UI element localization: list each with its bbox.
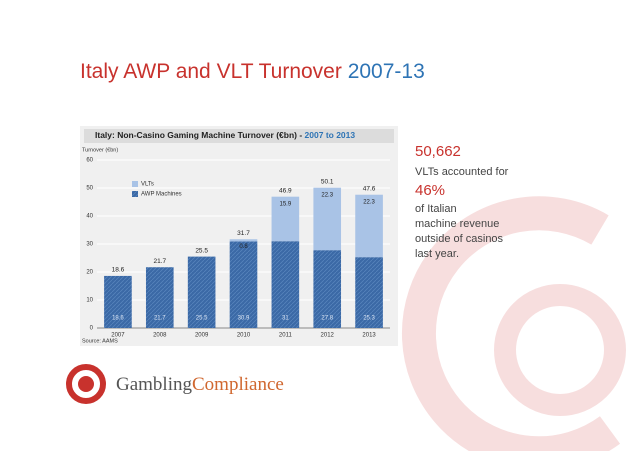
legend-label: AWP Machines [141, 192, 182, 198]
x-tick-label: 2009 [195, 333, 209, 339]
value-label: 30.9 [238, 316, 250, 322]
stat-line: last year. [415, 248, 459, 260]
y-tick-label: 30 [86, 242, 93, 248]
bar-segment [187, 256, 216, 328]
total-label: 18.6 [112, 267, 125, 274]
y-tick-label: 0 [90, 326, 94, 332]
total-label: 21.7 [153, 258, 166, 265]
x-tick-label: 2013 [362, 333, 376, 339]
stat-share: 46% [415, 182, 445, 199]
x-tick-label: 2008 [153, 333, 167, 339]
total-label: 47.6 [363, 185, 376, 192]
value-label: 0.8 [239, 244, 248, 250]
legend-swatch [132, 181, 138, 187]
stat-line: machine revenue [415, 218, 499, 230]
x-tick-label: 2012 [321, 333, 335, 339]
legend-label: VLTs [141, 182, 154, 188]
bar-segment [271, 196, 300, 242]
bar-segment [313, 187, 342, 251]
x-tick-label: 2010 [237, 333, 251, 339]
stat-line: outside of casinos [415, 233, 504, 245]
stat-count: 50,662 [415, 143, 461, 160]
legend-swatch [132, 191, 138, 197]
bar-segment [271, 241, 300, 328]
stat-line: of Italian [415, 203, 457, 215]
chart-title: Italy: Non-Casino Gaming Machine Turnove… [95, 130, 355, 140]
source: Source: AAMS [82, 338, 118, 344]
total-label: 31.7 [237, 230, 250, 237]
total-label: 50.1 [321, 178, 334, 185]
value-label: 27.8 [321, 316, 333, 322]
stat-text: VLTs accounted for [415, 166, 509, 178]
bar-segment [355, 194, 383, 258]
total-label: 46.9 [279, 187, 292, 194]
value-label: 18.6 [112, 316, 124, 322]
y-tick-label: 50 [86, 186, 93, 192]
y-tick-label: 60 [86, 158, 93, 164]
value-label: 31 [282, 316, 289, 322]
x-tick-label: 2011 [279, 333, 293, 339]
chart-header [84, 129, 394, 143]
y-axis-label: Turnover (€bn) [82, 147, 118, 153]
value-label: 22.3 [363, 199, 375, 205]
value-label: 15.9 [280, 201, 292, 207]
value-label: 21.7 [154, 316, 166, 322]
slide-title: Italy AWP and VLT Turnover 2007-13 [80, 60, 425, 83]
bar-segment [313, 250, 342, 328]
total-label: 25.5 [195, 247, 208, 254]
y-tick-label: 40 [86, 214, 93, 220]
plot: 0 10 20 30 40 50 60 18.6 18.6 2007 21.7 21.7 2008 25.… [86, 158, 390, 339]
value-label: 25.3 [363, 316, 375, 322]
stat-lines: of Italian machine revenue outside of casi… [415, 203, 504, 260]
bar-segment [145, 267, 174, 328]
bar-segment [104, 275, 132, 328]
value-label: 22.3 [321, 192, 333, 198]
value-label: 25.5 [196, 316, 208, 322]
bar-segment [229, 241, 258, 328]
logo-mark [66, 364, 106, 404]
bar-segment [229, 239, 258, 242]
x-tick-label: 2007 [111, 333, 125, 339]
y-tick-label: 10 [86, 298, 93, 304]
logo-text: GamblingCompliance [116, 374, 284, 395]
bar-segment [355, 257, 383, 328]
y-tick-label: 20 [86, 270, 93, 276]
